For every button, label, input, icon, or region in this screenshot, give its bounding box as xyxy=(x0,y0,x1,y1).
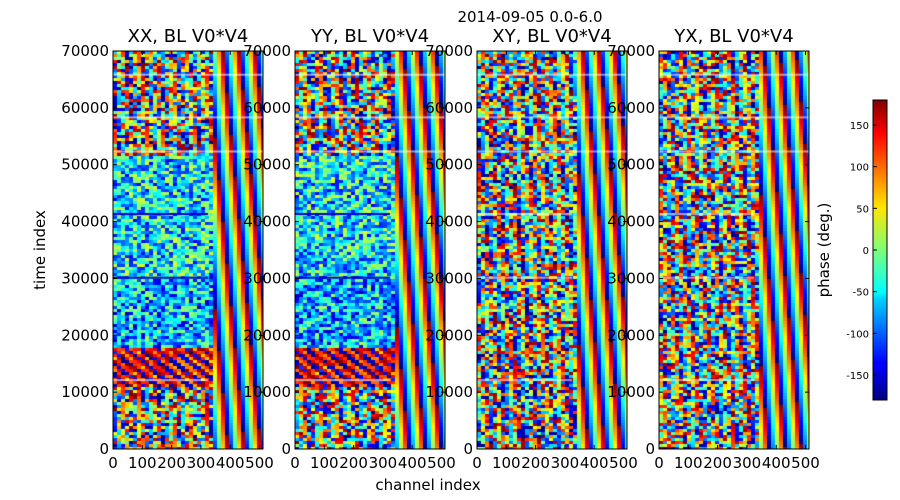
colorbar-tick-label: -100 xyxy=(846,329,869,340)
colorbar-tick-label: -50 xyxy=(853,288,869,299)
chart-title: 2014-09-05 0.0-6.0 xyxy=(457,8,602,26)
panel-frame xyxy=(112,50,264,450)
y-tick-label: 30000 xyxy=(61,269,109,287)
y-tick-label: 70000 xyxy=(425,42,473,60)
x-tick-label: 300 xyxy=(187,454,216,472)
y-tick-label: 70000 xyxy=(61,42,109,60)
y-tick-label: 60000 xyxy=(607,99,655,117)
x-tick-label: 400 xyxy=(762,454,791,472)
panel-4: YX, BL V0*V40 100 200 300 400 500010000200003… xyxy=(607,26,820,472)
colorbar-label: phase (deg.) xyxy=(815,203,833,298)
x-tick-label: 500 xyxy=(245,454,274,472)
panel-title: YX, BL V0*V4 xyxy=(673,26,793,47)
y-tick-label: 10000 xyxy=(61,383,109,401)
x-axis-label: channel index xyxy=(375,476,480,494)
x-tick-label: 100 xyxy=(674,454,703,472)
y-tick-label: 0 xyxy=(99,440,109,458)
y-tick-label: 50000 xyxy=(61,156,109,174)
y-tick-label: 10000 xyxy=(243,383,291,401)
y-tick-label: 50000 xyxy=(243,156,291,174)
panel-title: YY, BL V0*V4 xyxy=(310,26,429,47)
y-tick-label: 40000 xyxy=(607,213,655,231)
y-tick-label: 30000 xyxy=(425,269,473,287)
y-tick-label: 10000 xyxy=(607,383,655,401)
heatmap-image xyxy=(659,51,809,449)
x-tick-label: 0 xyxy=(654,454,664,472)
y-tick-label: 70000 xyxy=(243,42,291,60)
colorbar-tick-label: 0 xyxy=(863,246,869,257)
x-tick-label: 0 xyxy=(290,454,300,472)
panel-frame xyxy=(476,50,628,450)
x-tick-label: 400 xyxy=(398,454,427,472)
x-tick-label: 500 xyxy=(791,454,820,472)
y-tick-label: 20000 xyxy=(425,326,473,344)
colorbar: 150 100 50 0 -50 -100 -150 xyxy=(846,99,888,401)
y-tick-label: 0 xyxy=(645,440,655,458)
y-tick-label: 70000 xyxy=(607,42,655,60)
y-tick-label: 40000 xyxy=(61,213,109,231)
y-tick-label: 20000 xyxy=(243,326,291,344)
panel-2: YY, BL V0*V40 100 200 300 400 500010000200003… xyxy=(243,26,456,472)
x-tick-label: 300 xyxy=(733,454,762,472)
x-tick-label: 400 xyxy=(216,454,245,472)
panel-1: XX, BL V0*V4 0 100 200 300 400 500 0 10000 20000 3… xyxy=(61,26,274,472)
panel-title: XY, BL V0*V4 xyxy=(492,26,611,47)
colorbar-tick-label: 50 xyxy=(856,204,869,215)
x-tick-label: 500 xyxy=(427,454,456,472)
y-tick-label: 50000 xyxy=(425,156,473,174)
x-tick-label: 100 xyxy=(492,454,521,472)
y-tick-label: 20000 xyxy=(61,326,109,344)
panel-frame xyxy=(294,50,446,450)
y-tick-label: 10000 xyxy=(425,383,473,401)
x-tick-label: 100 xyxy=(310,454,339,472)
y-tick-label: 0 xyxy=(281,440,291,458)
colorbar-tick-label: -150 xyxy=(846,371,869,382)
colorbar-tick-label: 150 xyxy=(850,121,869,132)
x-tick-label: 200 xyxy=(157,454,186,472)
y-tick-label: 60000 xyxy=(61,99,109,117)
y-tick-label: 60000 xyxy=(425,99,473,117)
x-tick-label: 400 xyxy=(580,454,609,472)
x-tick-label: 500 xyxy=(609,454,638,472)
x-tick-label: 0 xyxy=(472,454,482,472)
y-tick-label: 0 xyxy=(463,440,473,458)
y-tick-label: 40000 xyxy=(243,213,291,231)
y-axis-label: time index xyxy=(31,210,49,290)
heatmap-image xyxy=(295,51,445,449)
y-tick-label: 30000 xyxy=(243,269,291,287)
panel-frame xyxy=(658,50,810,450)
y-tick-label: 40000 xyxy=(425,213,473,231)
x-tick-label: 200 xyxy=(703,454,732,472)
y-tick-label: 20000 xyxy=(607,326,655,344)
heatmap-image xyxy=(113,51,263,449)
x-tick-label: 100 xyxy=(128,454,157,472)
y-tick-label: 30000 xyxy=(607,269,655,287)
x-tick-label: 300 xyxy=(551,454,580,472)
panel-title: XX, BL V0*V4 xyxy=(128,26,249,47)
x-tick-label: 300 xyxy=(369,454,398,472)
heatmap-image xyxy=(477,51,627,449)
colorbar-tick-label: 100 xyxy=(850,163,869,174)
x-tick-label: 200 xyxy=(339,454,368,472)
y-tick-label: 50000 xyxy=(607,156,655,174)
panel-3: XY, BL V0*V40 100 200 300 400 500010000200003… xyxy=(425,26,638,472)
y-tick-label: 60000 xyxy=(243,99,291,117)
x-tick-label: 0 xyxy=(108,454,118,472)
x-tick-label: 200 xyxy=(521,454,550,472)
